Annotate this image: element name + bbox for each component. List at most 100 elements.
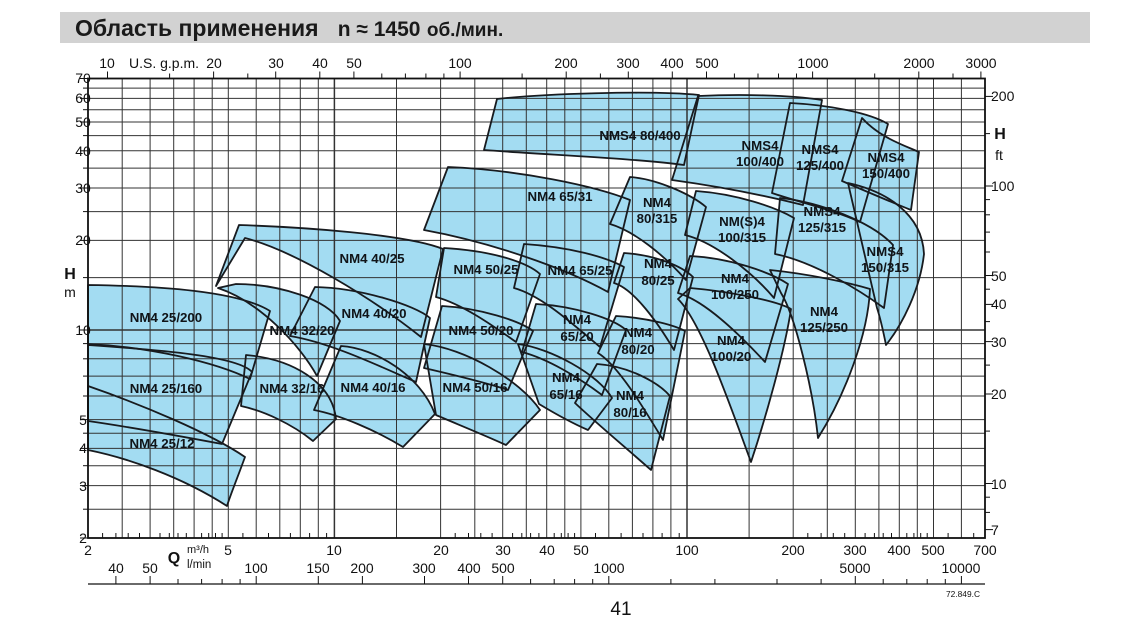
svg-text:40: 40	[991, 296, 1007, 312]
svg-text:100: 100	[991, 178, 1015, 194]
svg-text:NM4 50/25: NM4 50/25	[453, 262, 519, 277]
svg-text:80/20: 80/20	[621, 342, 654, 357]
svg-text:300: 300	[616, 55, 640, 71]
svg-text:70: 70	[75, 70, 91, 86]
svg-text:100/315: 100/315	[718, 230, 767, 245]
svg-text:20: 20	[75, 232, 91, 248]
svg-text:125/400: 125/400	[796, 158, 844, 173]
svg-text:72.849.C: 72.849.C	[946, 589, 980, 599]
svg-text:NM4: NM4	[644, 256, 673, 271]
svg-text:l/min: l/min	[187, 559, 211, 571]
svg-text:3000: 3000	[965, 55, 996, 71]
svg-text:10: 10	[99, 55, 115, 71]
svg-text:40: 40	[539, 542, 555, 558]
svg-text:7: 7	[991, 522, 999, 538]
svg-text:NMS4: NMS4	[802, 142, 840, 157]
svg-text:150: 150	[306, 560, 330, 576]
svg-text:60: 60	[75, 90, 91, 106]
svg-text:NM4: NM4	[810, 304, 839, 319]
svg-text:NM4 25/160: NM4 25/160	[130, 381, 202, 396]
svg-text:30: 30	[495, 542, 511, 558]
svg-text:50: 50	[346, 55, 362, 71]
svg-text:500: 500	[491, 560, 515, 576]
svg-text:125/250: 125/250	[800, 320, 848, 335]
svg-text:4: 4	[79, 440, 87, 456]
svg-text:NM4: NM4	[624, 325, 653, 340]
svg-text:ft: ft	[995, 147, 1003, 163]
svg-text:NM4 65/31: NM4 65/31	[527, 189, 593, 204]
svg-text:65/16: 65/16	[549, 387, 582, 402]
svg-text:20: 20	[206, 55, 222, 71]
svg-text:100/400: 100/400	[736, 154, 784, 169]
svg-text:20: 20	[433, 542, 449, 558]
svg-text:200: 200	[350, 560, 374, 576]
svg-text:10: 10	[326, 542, 342, 558]
svg-text:400: 400	[887, 542, 911, 558]
svg-text:1000: 1000	[593, 560, 624, 576]
svg-text:40: 40	[108, 560, 124, 576]
svg-text:80/25: 80/25	[641, 273, 675, 288]
svg-text:30: 30	[991, 334, 1007, 350]
svg-text:50: 50	[991, 268, 1007, 284]
svg-text:NMS4: NMS4	[742, 138, 780, 153]
svg-text:2: 2	[84, 542, 92, 558]
svg-text:NM4 40/16: NM4 40/16	[340, 380, 405, 395]
svg-text:m: m	[64, 284, 76, 300]
svg-text:NM4: NM4	[552, 370, 581, 385]
svg-text:NM4 32/20: NM4 32/20	[269, 323, 334, 338]
svg-text:500: 500	[921, 542, 945, 558]
svg-text:125/315: 125/315	[798, 220, 847, 235]
svg-text:10: 10	[991, 476, 1007, 492]
svg-text:5: 5	[224, 542, 232, 558]
svg-text:2: 2	[79, 530, 87, 546]
svg-text:41: 41	[610, 599, 631, 620]
svg-text:80/315: 80/315	[637, 211, 678, 226]
svg-text:300: 300	[843, 542, 867, 558]
svg-text:NMS4: NMS4	[804, 204, 842, 219]
svg-text:30: 30	[268, 55, 284, 71]
svg-text:NM(S)4: NM(S)4	[719, 214, 765, 229]
svg-text:NM4 25/200: NM4 25/200	[130, 310, 202, 325]
svg-text:500: 500	[695, 55, 719, 71]
svg-text:300: 300	[412, 560, 436, 576]
svg-text:H: H	[64, 266, 76, 283]
svg-text:NM4 65/25: NM4 65/25	[547, 263, 613, 278]
svg-text:100/250: 100/250	[711, 287, 759, 302]
svg-text:65/20: 65/20	[560, 329, 593, 344]
svg-text:10000: 10000	[942, 560, 981, 576]
svg-text:2000: 2000	[903, 55, 934, 71]
svg-text:U.S. g.p.m.: U.S. g.p.m.	[129, 55, 199, 71]
svg-text:NMS4: NMS4	[868, 150, 906, 165]
svg-text:100: 100	[448, 55, 472, 71]
svg-text:200: 200	[781, 542, 805, 558]
svg-text:10: 10	[75, 322, 91, 338]
svg-text:NM4: NM4	[721, 271, 750, 286]
svg-text:700: 700	[973, 542, 997, 558]
svg-text:NM4: NM4	[717, 333, 746, 348]
svg-text:20: 20	[991, 386, 1007, 402]
svg-text:NM4 50/16: NM4 50/16	[442, 380, 507, 395]
svg-text:5000: 5000	[839, 560, 870, 576]
svg-text:NMS4 80/400: NMS4 80/400	[599, 128, 680, 143]
svg-text:NM4 50/20: NM4 50/20	[448, 323, 513, 338]
svg-text:Q: Q	[168, 550, 180, 567]
svg-text:100/20: 100/20	[711, 349, 752, 364]
svg-text:150/400: 150/400	[862, 166, 910, 181]
svg-text:NM4 25/12: NM4 25/12	[129, 436, 194, 451]
svg-text:80/16: 80/16	[613, 405, 646, 420]
svg-text:400: 400	[457, 560, 481, 576]
svg-text:H: H	[994, 126, 1006, 143]
svg-text:200: 200	[991, 88, 1015, 104]
svg-text:50: 50	[573, 542, 589, 558]
svg-text:30: 30	[75, 180, 91, 196]
svg-text:40: 40	[312, 55, 328, 71]
svg-text:NM4 40/20: NM4 40/20	[341, 306, 406, 321]
svg-text:3: 3	[79, 478, 87, 494]
svg-text:100: 100	[244, 560, 268, 576]
svg-text:50: 50	[142, 560, 158, 576]
svg-text:400: 400	[660, 55, 684, 71]
svg-text:NM4 32/16: NM4 32/16	[259, 381, 324, 396]
svg-text:NM4: NM4	[616, 388, 645, 403]
svg-text:1000: 1000	[797, 55, 828, 71]
svg-text:200: 200	[554, 55, 578, 71]
